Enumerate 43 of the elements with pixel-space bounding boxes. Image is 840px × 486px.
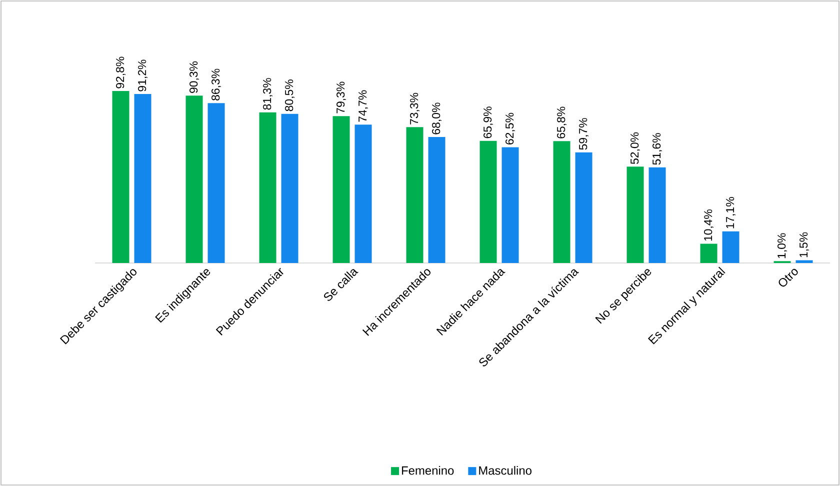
data-label: 92,8% (116, 56, 126, 88)
x-tick-label: Otro (778, 268, 798, 287)
bar (575, 152, 592, 264)
bar (796, 260, 813, 264)
data-label: 65,8% (557, 106, 566, 138)
bar (626, 166, 644, 264)
data-label: 1,0% (778, 233, 787, 258)
data-label: 1,5% (800, 232, 809, 258)
data-label: 65,9% (484, 106, 493, 138)
legend-label: Masculino (479, 466, 532, 475)
bar (406, 127, 424, 264)
bar (332, 116, 350, 264)
data-label: 62,5% (506, 112, 515, 144)
bar (700, 244, 718, 264)
bar (722, 231, 740, 264)
bar (428, 137, 446, 264)
data-label: 51,6% (652, 133, 662, 165)
bar (553, 141, 570, 264)
data-label: 91,2% (138, 60, 148, 92)
data-label: 74,7% (358, 90, 368, 122)
data-label: 80,5% (285, 80, 294, 112)
data-label: 81,3% (263, 78, 272, 110)
bar (112, 91, 130, 264)
bar (354, 124, 372, 264)
data-label: 52,0% (630, 132, 640, 164)
bar (648, 167, 666, 264)
data-label: 86,3% (212, 68, 221, 100)
bar (259, 112, 276, 264)
bar (208, 103, 225, 264)
bar (480, 140, 497, 264)
bar (186, 96, 203, 264)
data-label: 17,1% (726, 197, 736, 228)
x-tick-label: Se calla (324, 269, 358, 301)
data-label: 68,0% (432, 102, 442, 134)
data-label: 90,3% (190, 61, 199, 93)
data-label: 73,3% (410, 92, 420, 124)
data-label: 10,4% (704, 209, 714, 241)
bar (502, 147, 519, 264)
legend-label: Femenino (402, 466, 454, 475)
data-label: 59,7% (579, 118, 588, 150)
bar (134, 94, 152, 264)
data-label: 79,3% (336, 82, 346, 114)
bar (281, 114, 298, 264)
